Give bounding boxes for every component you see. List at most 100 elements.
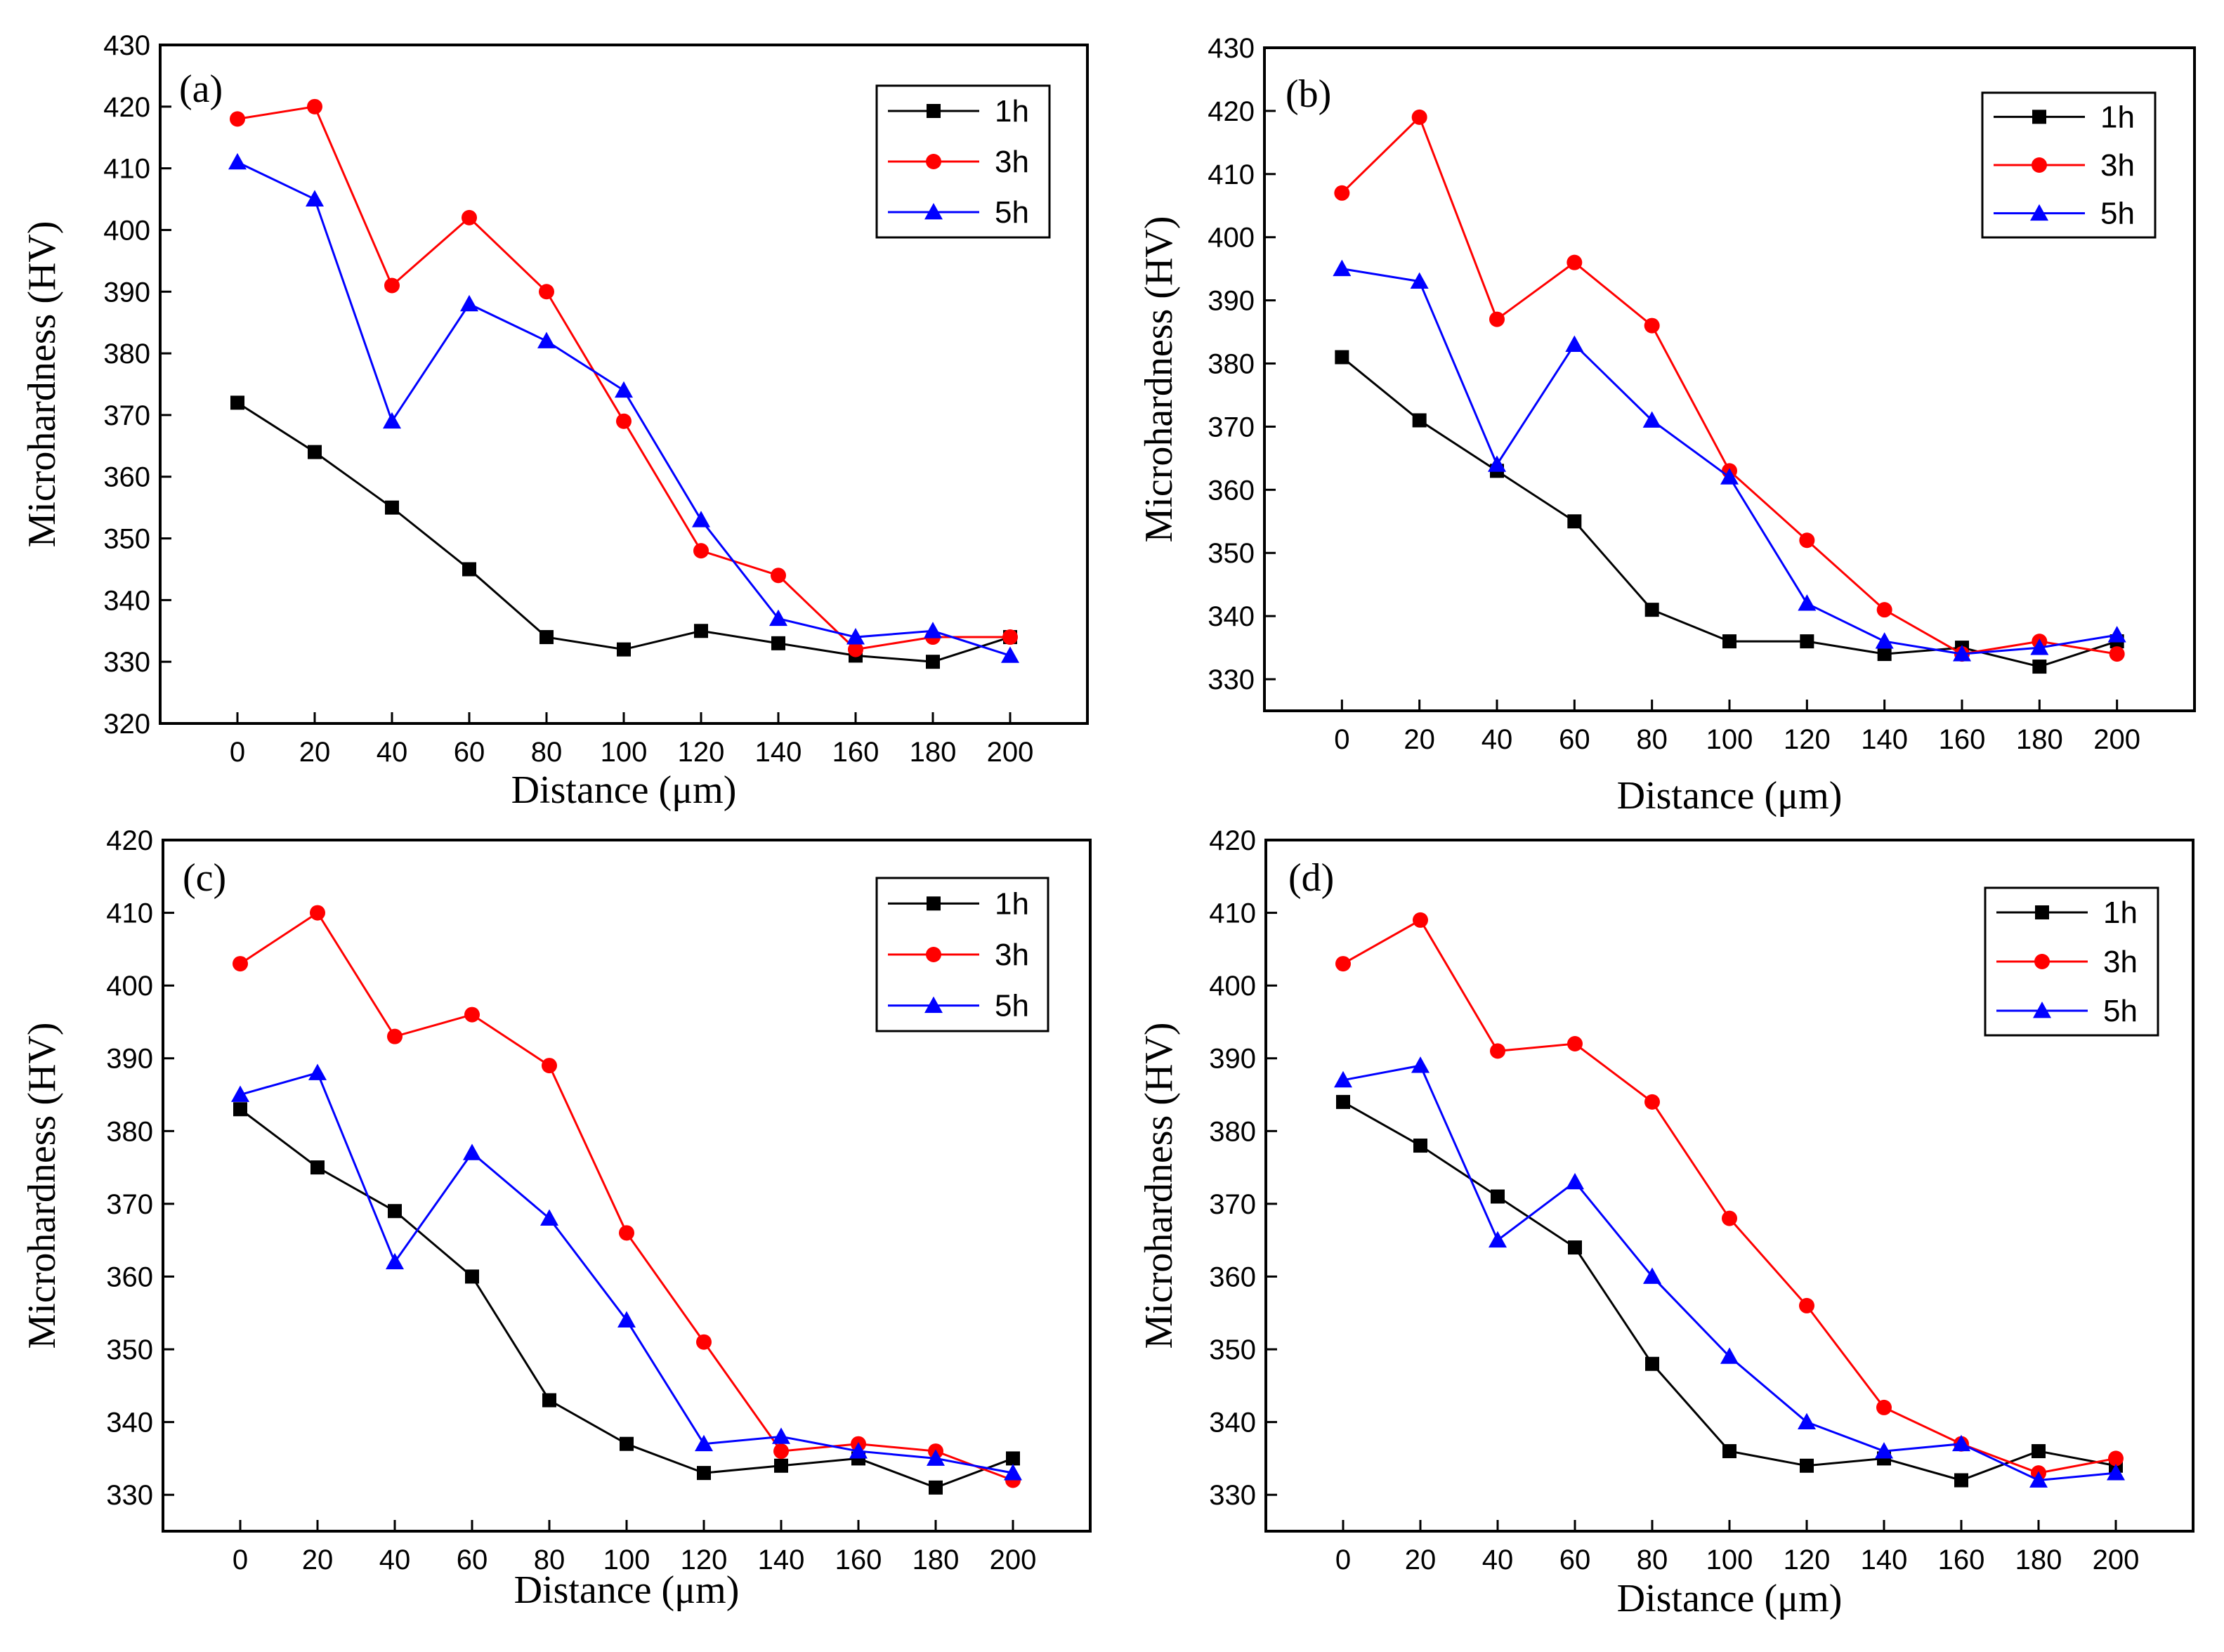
data-point-5h bbox=[769, 609, 787, 627]
data-point-5h bbox=[1798, 1412, 1816, 1430]
data-point-5h bbox=[1720, 468, 1739, 485]
data-point-1h bbox=[233, 1102, 247, 1117]
series-line-1h bbox=[1341, 356, 2118, 668]
x-tick-label: 120 bbox=[1784, 1545, 1831, 1575]
y-tick-label: 400 bbox=[1208, 223, 1255, 254]
y-tick-label: 340 bbox=[1208, 601, 1255, 632]
x-tick-label: 100 bbox=[601, 737, 648, 768]
series-1h bbox=[1336, 1094, 2123, 1488]
legend-label-5h: 5h bbox=[2103, 994, 2138, 1028]
data-point-3h bbox=[1490, 1043, 1505, 1059]
data-point-5h bbox=[772, 1427, 790, 1444]
legend-marker-3h bbox=[2034, 954, 2050, 969]
y-tick-label: 340 bbox=[103, 585, 150, 616]
series-5h bbox=[228, 152, 1019, 663]
legend-marker-1h bbox=[2035, 905, 2049, 919]
legend-marker-5h bbox=[924, 996, 943, 1014]
y-tick-label: 400 bbox=[1209, 971, 1256, 1002]
data-point-3h bbox=[307, 98, 322, 114]
data-point-1h bbox=[1800, 634, 1814, 649]
legend-label-5h: 5h bbox=[2100, 197, 2135, 231]
data-point-1h bbox=[929, 1480, 943, 1495]
y-tick-label: 370 bbox=[1208, 412, 1255, 442]
data-point-1h bbox=[620, 1436, 634, 1451]
series-1h bbox=[233, 1102, 1020, 1495]
data-point-5h bbox=[1410, 272, 1429, 289]
data-point-1h bbox=[1644, 603, 1659, 617]
y-tick-label: 330 bbox=[1208, 664, 1255, 695]
data-point-1h bbox=[1567, 514, 1582, 529]
data-point-5h bbox=[1875, 632, 1894, 649]
data-point-1h bbox=[1722, 1444, 1736, 1459]
y-axis-title: Microhardness (HV) bbox=[20, 221, 64, 548]
data-point-5h bbox=[228, 152, 247, 170]
x-tick-label: 200 bbox=[2093, 724, 2140, 755]
data-point-5h bbox=[1953, 645, 1971, 662]
legend-marker-3h bbox=[926, 947, 941, 962]
series-5h bbox=[1333, 259, 2126, 662]
x-tick-label: 160 bbox=[1938, 1545, 1985, 1575]
chart-panel-d: 330 340 350 360 370 380 390 400 410 420 0 20 40 60 80 1… bbox=[1137, 825, 2194, 1620]
x-axis-title: Distance (μm) bbox=[1617, 1577, 1843, 1620]
data-point-5h bbox=[1004, 1464, 1022, 1481]
series-3h bbox=[1335, 912, 2124, 1481]
legend-label-3h: 3h bbox=[995, 938, 1029, 972]
legend-marker-3h bbox=[2032, 157, 2047, 173]
data-point-1h bbox=[310, 1160, 325, 1175]
x-tick-label: 0 bbox=[230, 737, 245, 768]
data-point-1h bbox=[1800, 1458, 1814, 1473]
data-point-1h bbox=[926, 655, 940, 669]
legend: 1h 3h 5h bbox=[875, 84, 1051, 239]
data-point-5h bbox=[846, 628, 865, 645]
data-point-1h bbox=[1645, 1356, 1659, 1371]
data-point-5h bbox=[1642, 411, 1661, 428]
data-point-1h bbox=[1412, 413, 1427, 428]
data-point-5h bbox=[1489, 1231, 1507, 1248]
data-point-1h bbox=[774, 1458, 788, 1473]
data-point-5h bbox=[1565, 335, 1584, 352]
data-point-3h bbox=[1411, 109, 1427, 125]
x-tick-label: 160 bbox=[835, 1545, 882, 1575]
y-tick-label: 360 bbox=[1209, 1261, 1256, 1292]
data-point-5h bbox=[1798, 594, 1817, 611]
y-tick-label: 400 bbox=[106, 971, 153, 1002]
y-tick-label: 370 bbox=[103, 400, 150, 431]
legend-marker-5h bbox=[2033, 1002, 2051, 1018]
legend-marker-1h bbox=[2032, 110, 2046, 124]
y-tick-label: 380 bbox=[103, 339, 150, 369]
x-tick-label: 80 bbox=[534, 1545, 565, 1575]
x-tick-label: 80 bbox=[1637, 1545, 1668, 1575]
data-point-1h bbox=[308, 445, 322, 459]
chart-panel-a: 320 330 340 350 360 370 380 390 400 410 420 430 0 20 4… bbox=[20, 30, 1089, 812]
data-point-3h bbox=[696, 1334, 712, 1350]
data-point-3h bbox=[2108, 1450, 2124, 1467]
y-tick-label: 340 bbox=[106, 1408, 153, 1438]
y-tick-label: 410 bbox=[106, 898, 153, 929]
y-tick-label: 420 bbox=[103, 92, 150, 123]
legend-label-1h: 1h bbox=[995, 94, 1029, 129]
data-point-3h bbox=[233, 956, 248, 972]
legend-marker-1h bbox=[927, 896, 941, 911]
x-tick-label: 60 bbox=[454, 737, 485, 768]
legend: 1h 3h 5h bbox=[1984, 886, 2159, 1037]
y-tick-label: 390 bbox=[103, 277, 150, 308]
legend-marker-5h bbox=[924, 203, 943, 220]
y-axis-title: Microhardness (HV) bbox=[20, 1023, 64, 1349]
y-tick-label: 360 bbox=[106, 1261, 153, 1292]
data-point-3h bbox=[1566, 254, 1583, 270]
data-point-3h bbox=[1876, 602, 1892, 618]
x-axis-title: Distance (μm) bbox=[511, 768, 737, 812]
y-tick-label: 350 bbox=[1208, 538, 1255, 569]
data-point-1h bbox=[1491, 1189, 1505, 1204]
data-point-1h bbox=[542, 1393, 556, 1408]
series-line-5h bbox=[1342, 1064, 2117, 1482]
data-point-3h bbox=[1002, 629, 1018, 645]
data-point-3h bbox=[1334, 185, 1350, 201]
data-point-1h bbox=[2032, 1444, 2046, 1459]
chart-panel-c: 330 340 350 360 370 380 390 400 410 420 0 20 40 60 80 1… bbox=[20, 825, 1092, 1612]
y-tick-label: 400 bbox=[103, 215, 150, 246]
data-point-3h bbox=[1413, 912, 1428, 928]
x-tick-label: 120 bbox=[681, 1545, 728, 1575]
data-point-5h bbox=[615, 381, 633, 398]
